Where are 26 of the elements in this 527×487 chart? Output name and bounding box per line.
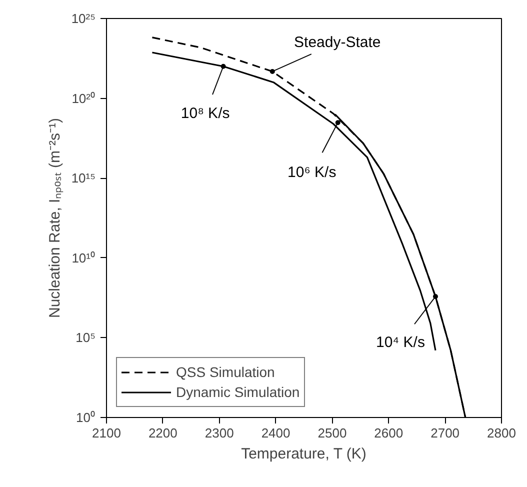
annotation: Steady-State [294, 34, 381, 51]
x-axis-title: Temperature, T (K) [241, 446, 366, 462]
y-tick-label: 10²⁰ [72, 90, 96, 106]
x-tick-label: 2400 [261, 426, 290, 440]
x-tick-label: 2200 [148, 426, 178, 440]
point [220, 64, 226, 69]
x-tick-label: 2600 [374, 426, 404, 440]
x-tick-label: 2500 [318, 426, 347, 440]
x-tick-label: 2300 [204, 426, 234, 440]
y-tick-label: 10²⁵ [71, 11, 96, 26]
point [432, 294, 438, 300]
x-tick-label: 2100 [92, 426, 121, 440]
y-axis-title: Nucleation Rate, Iₙₚₒₛₜ (m⁻²s⁻¹) [46, 118, 64, 318]
y-tick-label: 10⁰ [76, 410, 96, 425]
annotation: 10⁸ K/s [180, 104, 230, 122]
y-tick-label: 10¹⁰ [72, 250, 96, 266]
x-tick-label: 2800 [487, 426, 516, 440]
y-tick-label: 10⁵ [76, 330, 96, 346]
line-series [151, 52, 436, 352]
point [270, 68, 275, 74]
y-tick-label: 10¹⁵ [71, 170, 96, 186]
annotation: 10⁴ K/s [376, 334, 425, 352]
annotation: 10⁶ K/s [288, 164, 336, 182]
legend-label: Dynamic Simulation [176, 384, 300, 400]
x-tick-label: 2700 [430, 426, 460, 440]
legend-label: QSS Simulation [176, 364, 275, 380]
